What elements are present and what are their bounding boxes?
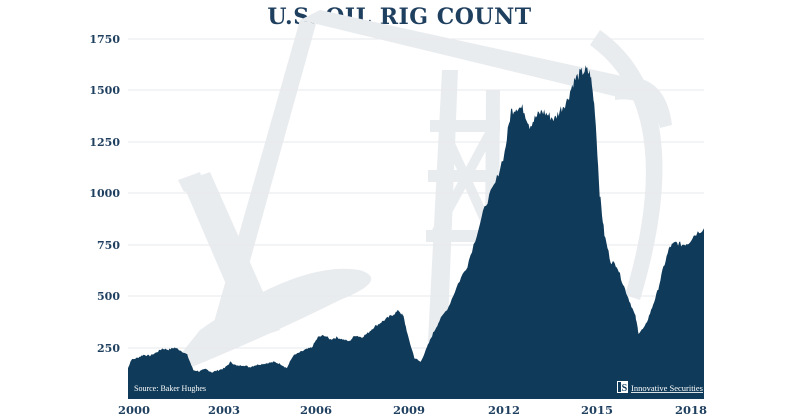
y-tick-label: 1500 [89,84,120,97]
y-tick-label: 1250 [89,136,120,149]
x-tick-label: 2018 [675,403,707,417]
gridlines [128,38,704,349]
y-tick-label: 250 [97,342,120,355]
y-tick-label: 500 [97,290,120,303]
x-axis: 2000 2003 2006 2009 2012 2015 2018 [118,403,707,417]
y-axis: 1750 1500 1250 1000 750 500 250 [89,33,120,355]
x-tick-label: 2009 [393,403,425,417]
logo-mark-icon [617,381,628,393]
rig-count-area [128,65,704,399]
x-tick-label: 2006 [300,403,332,417]
x-tick-label: 2000 [118,403,150,417]
logo-mark-text: IS [618,383,628,394]
x-tick-label: 2012 [488,403,520,417]
x-tick-label: 2003 [208,403,240,417]
source-note: Source: Baker Hughes [134,384,206,393]
y-tick-label: 1750 [89,33,120,46]
x-tick-label: 2015 [581,403,613,417]
brand-logo: IS Innovative Securities [617,381,703,394]
y-tick-label: 750 [97,239,120,252]
brand-name: Innovative Securities [631,383,703,393]
y-tick-label: 1000 [89,187,120,200]
